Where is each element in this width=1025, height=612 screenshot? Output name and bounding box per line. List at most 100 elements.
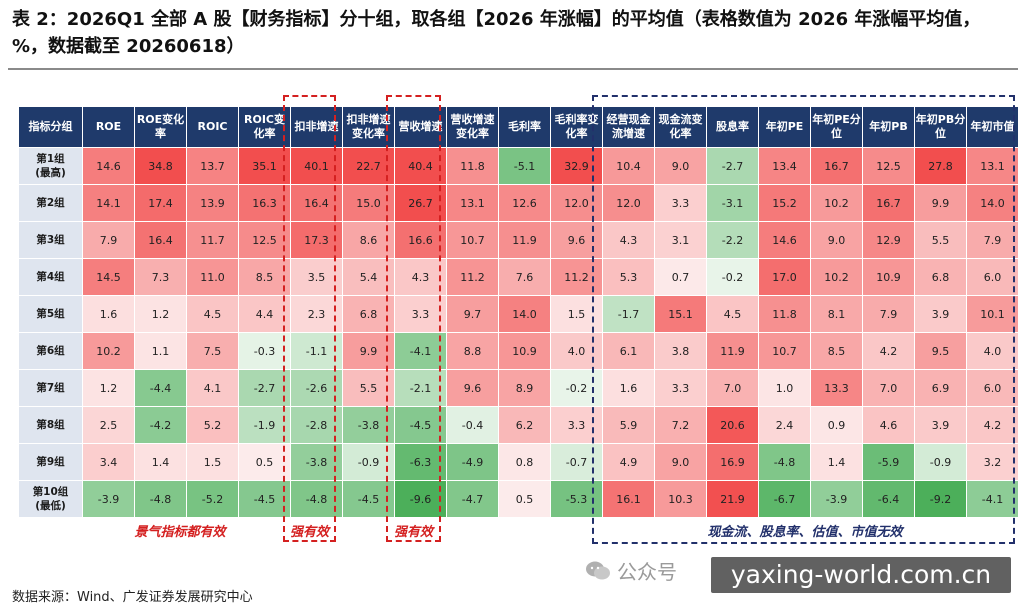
value-cell: 8.5 [810,332,863,370]
value-cell: 3.9 [914,295,967,333]
table-row: 第9组 3.4 1.4 1.5 0.5 -3.8 -0.9 -6.3 -4.9 0.8 -0.7 4.… [18,443,1019,481]
value-cell: 4.9 [602,443,655,481]
value-cell: -4.8 [758,443,811,481]
value-cell: 7.5 [186,332,239,370]
value-cell: 1.2 [134,295,187,333]
table-row: 第3组 7.9 16.4 11.7 12.5 17.3 8.6 16.6 10.7 11.9 9.6… [18,221,1019,259]
value-cell: 3.3 [550,406,603,444]
value-cell: 0.8 [498,443,551,481]
value-cell: -5.9 [862,443,915,481]
value-cell: -0.2 [550,369,603,407]
value-cell: -4.1 [394,332,447,370]
value-cell: 8.6 [342,221,395,259]
value-cell: 7.9 [82,221,135,259]
value-cell: -2.7 [238,369,291,407]
value-cell: 9.6 [446,369,499,407]
value-cell: 17.0 [758,258,811,296]
value-cell: 15.0 [342,184,395,222]
title-divider [8,68,1018,70]
value-cell: 3.3 [654,369,707,407]
value-cell: 14.0 [966,184,1019,222]
value-cell: 13.4 [758,147,811,185]
value-cell: 8.9 [498,369,551,407]
value-cell: 15.1 [654,295,707,333]
value-cell: 2.3 [290,295,343,333]
value-cell: 32.9 [550,147,603,185]
value-cell: 6.0 [966,369,1019,407]
value-cell: -2.2 [706,221,759,259]
value-cell: -0.9 [914,443,967,481]
value-cell: -9.2 [914,480,967,518]
value-cell: -3.8 [290,443,343,481]
value-cell: -6.7 [758,480,811,518]
value-cell: 5.9 [602,406,655,444]
value-cell: 2.5 [82,406,135,444]
value-cell: 16.9 [706,443,759,481]
header-cell: ROIC变化率 [238,106,291,148]
value-cell: -2.1 [394,369,447,407]
value-cell: 9.0 [654,147,707,185]
value-cell: 26.7 [394,184,447,222]
value-cell: 9.9 [914,184,967,222]
table-row: 第1组 (最高) 14.6 34.8 13.7 35.1 40.1 22.7 40.4 11.8… [18,147,1019,185]
header-cell: 经营现金流增速 [602,106,655,148]
value-cell: 3.5 [290,258,343,296]
value-cell: 16.1 [602,480,655,518]
value-cell: 13.1 [966,147,1019,185]
value-cell: 4.0 [966,332,1019,370]
value-cell: 1.5 [550,295,603,333]
value-cell: 7.2 [654,406,707,444]
value-cell: 16.6 [394,221,447,259]
value-cell: -2.6 [290,369,343,407]
value-cell: -0.2 [706,258,759,296]
value-cell: 40.1 [290,147,343,185]
value-cell: 6.1 [602,332,655,370]
value-cell: 4.6 [862,406,915,444]
value-cell: 2.4 [758,406,811,444]
value-cell: 10.7 [446,221,499,259]
value-cell: 7.3 [134,258,187,296]
header-cell: 现金流变化率 [654,106,707,148]
value-cell: 15.2 [758,184,811,222]
value-cell: 16.4 [134,221,187,259]
value-cell: -1.1 [290,332,343,370]
value-cell: 7.0 [706,369,759,407]
wechat-label: 公众号 [617,560,677,584]
value-cell: 3.2 [966,443,1019,481]
value-cell: 11.9 [706,332,759,370]
value-cell: -4.5 [394,406,447,444]
group-label-cell: 第8组 [18,406,83,444]
value-cell: -4.7 [446,480,499,518]
value-cell: 10.1 [966,295,1019,333]
header-cell: 年初市值 [966,106,1019,148]
value-cell: 12.5 [238,221,291,259]
value-cell: 1.6 [602,369,655,407]
caption-effective: 景气指标都有效 [134,525,226,540]
value-cell: -3.9 [810,480,863,518]
value-cell: 5.5 [342,369,395,407]
value-cell: 22.7 [342,147,395,185]
value-cell: 5.4 [342,258,395,296]
value-cell: -0.4 [446,406,499,444]
value-cell: 4.0 [550,332,603,370]
value-cell: 1.2 [82,369,135,407]
group-label-cell: 第10组 (最低) [18,480,83,518]
caption-strong-kf: 强有效 [289,525,329,540]
value-cell: 12.0 [602,184,655,222]
table-title: 表 2：2026Q1 全部 A 股【财务指标】分十组，取各组【2026 年涨幅】… [12,9,981,57]
value-cell: 1.4 [134,443,187,481]
group-label-cell: 第9组 [18,443,83,481]
value-cell: 13.1 [446,184,499,222]
value-cell: 12.0 [550,184,603,222]
value-cell: 7.9 [966,221,1019,259]
value-cell: -4.2 [134,406,187,444]
value-cell: 4.5 [706,295,759,333]
value-cell: 11.2 [446,258,499,296]
value-cell: 8.8 [446,332,499,370]
value-cell: 14.1 [82,184,135,222]
value-cell: 10.7 [758,332,811,370]
value-cell: 0.9 [810,406,863,444]
value-cell: 1.4 [810,443,863,481]
value-cell: 11.7 [186,221,239,259]
value-cell: 7.6 [498,258,551,296]
